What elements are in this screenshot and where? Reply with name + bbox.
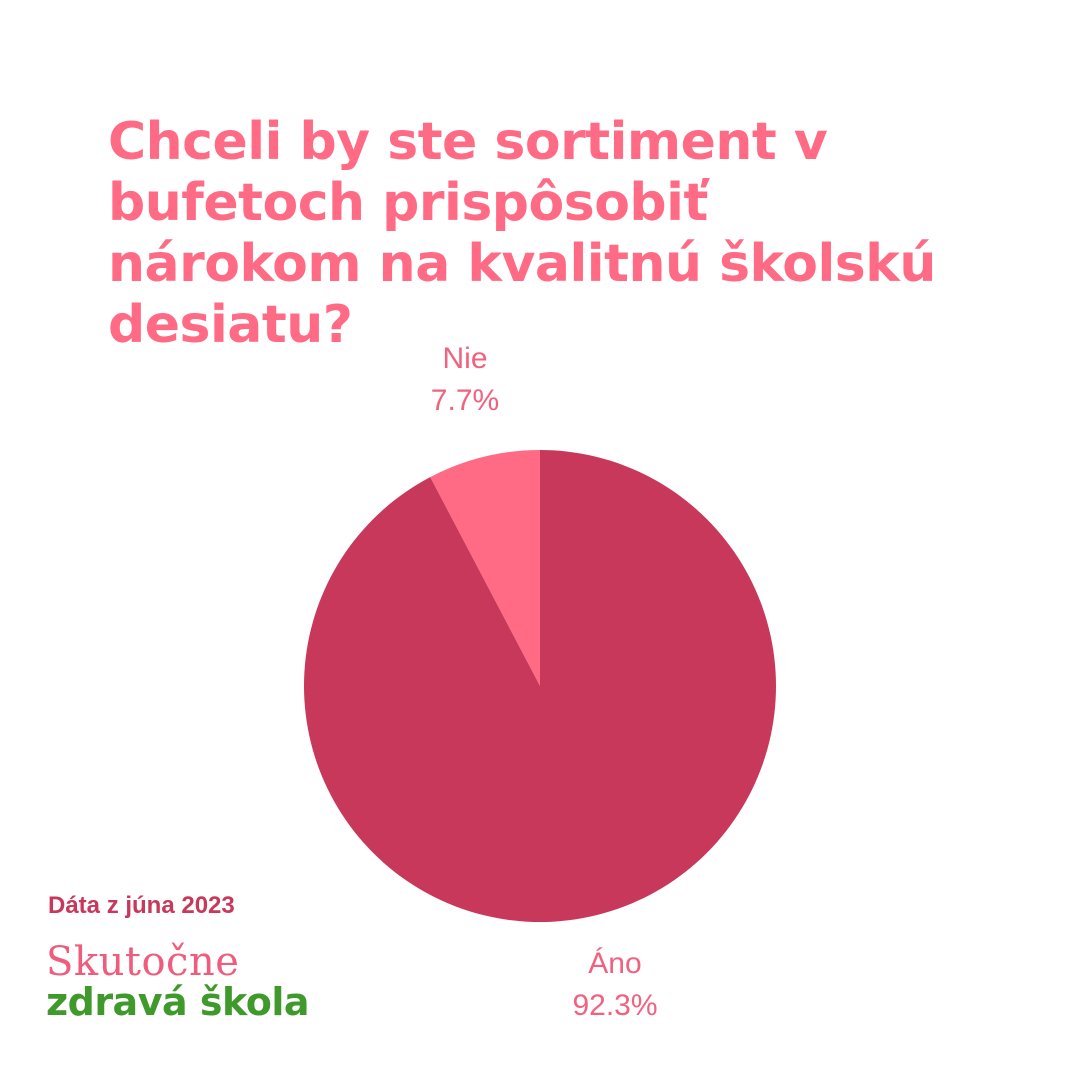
title-line: Chceli by ste sortiment v <box>108 112 828 172</box>
title-line: nárokom na kvalitnú školskú <box>108 234 936 294</box>
pie-slice-nie <box>430 450 540 686</box>
title-line: desiatu? <box>108 295 353 355</box>
slice-label-nie: Nie 7.7% <box>365 338 565 422</box>
slice-label-value: 92.3% <box>572 989 658 1022</box>
brand-logo-line2: zdravá škola <box>46 980 310 1024</box>
slice-label-name: Nie <box>442 342 488 375</box>
brand-logo: Skutočne zdravá škola <box>46 939 310 1024</box>
pie-slice-ano <box>303 450 776 922</box>
slice-label-ano: Áno 92.3% <box>515 943 715 1027</box>
data-date-note: Dáta z júna 2023 <box>48 892 235 919</box>
title-line: bufetoch prispôsobiť <box>108 173 708 233</box>
chart-title: Chceli by ste sortiment v bufetoch prisp… <box>108 112 1008 356</box>
slice-label-value: 7.7% <box>430 384 500 417</box>
brand-logo-line1: Skutočne <box>46 939 240 985</box>
slice-label-name: Áno <box>588 947 642 980</box>
